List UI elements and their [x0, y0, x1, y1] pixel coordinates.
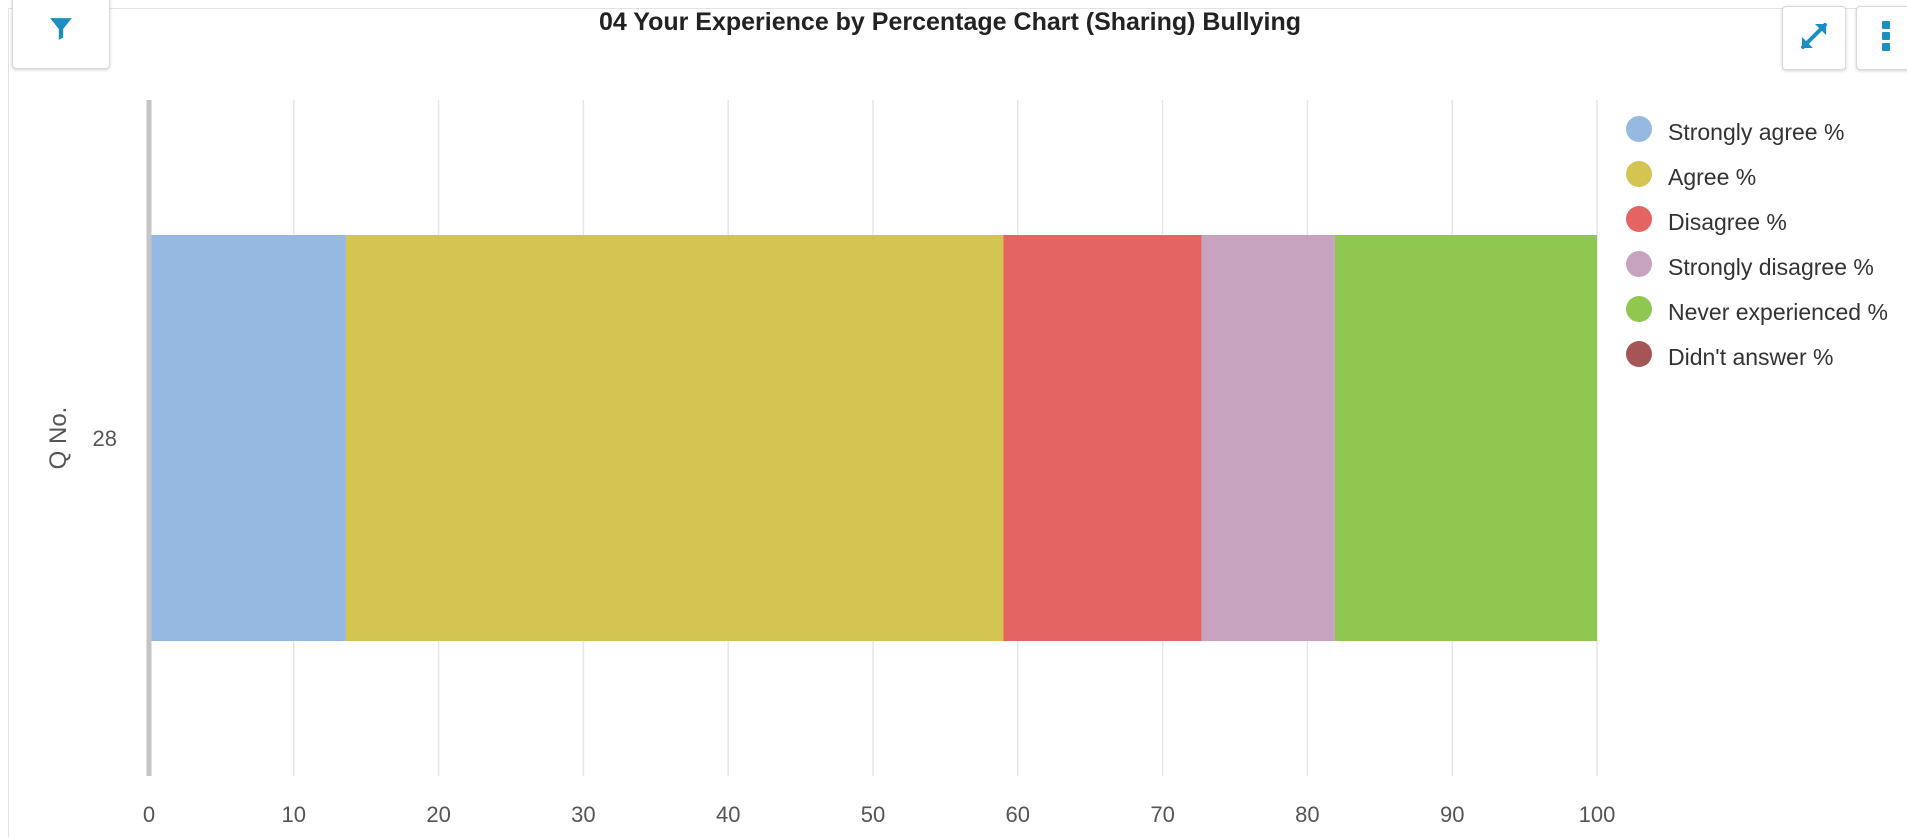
x-tick-label: 20 [426, 802, 450, 827]
x-tick-label: 60 [1006, 802, 1030, 827]
legend-item[interactable]: Agree % [1626, 155, 1888, 200]
legend-item[interactable]: Strongly disagree % [1626, 245, 1888, 290]
bar-segment-strongly-disagree[interactable] [1201, 235, 1335, 641]
x-tick-label: 90 [1440, 802, 1464, 827]
x-tick-label: 0 [143, 802, 155, 827]
legend-item[interactable]: Disagree % [1626, 200, 1888, 245]
legend-item[interactable]: Strongly agree % [1626, 110, 1888, 155]
x-tick-label: 100 [1579, 802, 1616, 827]
bar-segments [149, 235, 1597, 641]
legend-item[interactable]: Never experienced % [1626, 290, 1888, 335]
legend-label: Didn't answer % [1668, 344, 1834, 370]
legend-swatch [1626, 160, 1652, 187]
legend-swatch [1626, 205, 1652, 232]
bar-segment-strongly-agree[interactable] [149, 235, 346, 641]
y-tick-label: 28 [93, 426, 117, 451]
filter-button[interactable] [12, 0, 110, 69]
bar-segment-never-experienced[interactable] [1334, 235, 1597, 641]
legend-label: Never experienced % [1668, 299, 1888, 325]
x-tick-label: 70 [1150, 802, 1174, 827]
legend-item[interactable]: Didn't answer % [1626, 335, 1888, 380]
chart-legend: Strongly agree % Agree % Disagree % Strongl… [1626, 110, 1888, 380]
filter-icon [48, 16, 74, 47]
legend-swatch [1626, 340, 1652, 367]
x-tick-label: 10 [282, 802, 306, 827]
bar-segment-agree[interactable] [345, 235, 1004, 641]
x-tick-labels: 0 10 20 30 40 50 60 70 80 90 100 [143, 802, 1615, 827]
legend-label: Disagree % [1668, 209, 1787, 235]
legend-swatch [1626, 250, 1652, 277]
bar-segment-disagree[interactable] [1003, 235, 1202, 641]
y-tick-labels: 28 [93, 426, 117, 451]
legend-swatch [1626, 115, 1652, 142]
legend-label: Agree % [1668, 164, 1757, 190]
chart-title: 04 Your Experience by Percentage Chart (… [598, 8, 1302, 36]
legend-label: Strongly agree % [1668, 119, 1845, 145]
more-options-button[interactable] [1856, 6, 1907, 70]
expand-icon [1796, 18, 1832, 59]
x-tick-label: 50 [861, 802, 885, 827]
x-tick-label: 80 [1295, 802, 1319, 827]
x-tick-label: 40 [716, 802, 740, 827]
y-axis-title: Q No. [45, 407, 72, 470]
legend-label: Strongly disagree % [1668, 254, 1874, 280]
legend-swatch [1626, 295, 1652, 322]
expand-button[interactable] [1782, 6, 1846, 70]
x-tick-label: 30 [571, 802, 595, 827]
chart-panel [8, 8, 1907, 837]
more-vertical-icon [1880, 19, 1892, 58]
